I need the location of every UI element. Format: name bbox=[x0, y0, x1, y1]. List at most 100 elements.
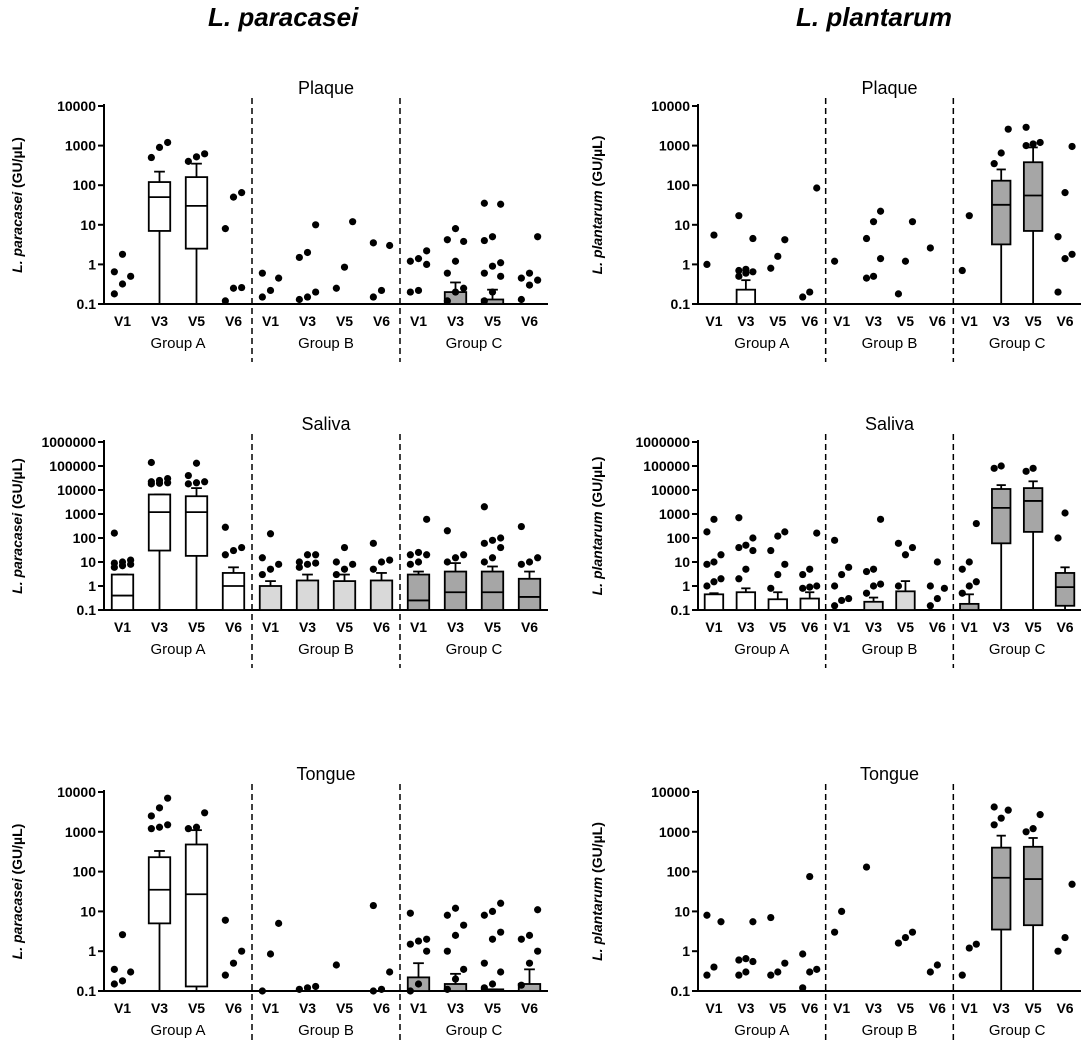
data-point bbox=[147, 478, 155, 486]
data-point bbox=[443, 947, 451, 955]
data-point bbox=[406, 257, 414, 265]
series-B-V1 bbox=[831, 536, 853, 610]
y-tick-label: 10 bbox=[80, 554, 96, 570]
x-tick-label: V6 bbox=[373, 1000, 390, 1016]
data-point bbox=[958, 266, 966, 275]
data-point bbox=[806, 288, 814, 296]
data-point bbox=[497, 272, 505, 280]
data-point bbox=[266, 530, 275, 538]
series-C-V5 bbox=[1022, 123, 1044, 304]
data-point bbox=[862, 274, 871, 282]
y-tick-label: 0.1 bbox=[77, 983, 97, 999]
data-point bbox=[831, 582, 839, 590]
y-axis-label-unit: (GU/µL) bbox=[589, 136, 605, 187]
data-point bbox=[480, 236, 488, 245]
data-point bbox=[451, 554, 460, 562]
data-point bbox=[423, 247, 431, 255]
data-point bbox=[192, 823, 201, 831]
x-tick-label: V5 bbox=[897, 1000, 914, 1016]
y-tick-label: 10 bbox=[80, 903, 96, 919]
data-point bbox=[838, 907, 846, 916]
data-point bbox=[767, 584, 775, 592]
data-point bbox=[806, 565, 814, 573]
data-point bbox=[443, 297, 451, 305]
data-point bbox=[377, 985, 386, 993]
data-point bbox=[735, 543, 743, 552]
data-point bbox=[406, 909, 414, 917]
data-point bbox=[908, 543, 917, 552]
group-label: Group B bbox=[862, 335, 918, 352]
box bbox=[406, 573, 431, 611]
series-C-V6 bbox=[1054, 509, 1076, 610]
data-point bbox=[164, 794, 172, 802]
y-tick-label: 100 bbox=[667, 177, 691, 193]
data-point bbox=[838, 596, 846, 605]
box bbox=[443, 570, 468, 611]
bar bbox=[703, 593, 725, 611]
x-tick-label: V5 bbox=[769, 619, 786, 635]
series-B-V6 bbox=[926, 244, 934, 252]
data-point bbox=[958, 971, 966, 979]
series-B-V1 bbox=[258, 530, 283, 611]
x-tick-label: V3 bbox=[151, 313, 168, 329]
series-B-V6 bbox=[369, 901, 394, 995]
data-point bbox=[460, 284, 468, 292]
data-point bbox=[1029, 464, 1037, 472]
data-point bbox=[258, 293, 266, 301]
data-point bbox=[480, 558, 488, 566]
series-B-V6 bbox=[926, 558, 948, 610]
group-label: Group C bbox=[989, 1022, 1046, 1039]
data-point bbox=[414, 255, 423, 263]
x-tick-label: V3 bbox=[993, 619, 1010, 635]
data-point bbox=[894, 582, 903, 590]
y-axis-label-unit: (GU/µL) bbox=[9, 458, 25, 509]
data-point bbox=[229, 193, 238, 201]
group-label: Group A bbox=[150, 335, 205, 352]
y-tick-label: 100 bbox=[667, 530, 691, 546]
data-point bbox=[369, 901, 377, 910]
series-B-V3 bbox=[862, 515, 885, 611]
column-title-paracasei: L. paracasei bbox=[208, 2, 359, 32]
data-point bbox=[1004, 125, 1012, 133]
series-C-V1 bbox=[406, 909, 431, 995]
data-point bbox=[965, 944, 973, 952]
data-point bbox=[749, 918, 757, 926]
data-point bbox=[238, 189, 246, 197]
data-point bbox=[742, 968, 750, 976]
data-point bbox=[703, 911, 711, 919]
series-A-V3 bbox=[735, 514, 757, 611]
series-B-V5 bbox=[332, 543, 357, 611]
x-tick-label: V3 bbox=[447, 1000, 464, 1016]
data-point bbox=[735, 514, 743, 522]
x-tick-label: V6 bbox=[521, 1000, 538, 1016]
data-point bbox=[1061, 189, 1069, 197]
data-point bbox=[460, 921, 468, 929]
data-point bbox=[312, 551, 320, 559]
data-point bbox=[497, 928, 505, 936]
group-label: Group B bbox=[862, 641, 918, 658]
data-point bbox=[717, 575, 725, 583]
x-tick-label: V6 bbox=[521, 313, 538, 329]
data-point bbox=[127, 968, 135, 976]
data-point bbox=[266, 286, 275, 295]
data-point bbox=[192, 459, 201, 467]
y-tick-label: 10 bbox=[80, 217, 96, 233]
x-tick-label: V5 bbox=[188, 619, 205, 635]
data-point bbox=[266, 565, 275, 573]
y-tick-label: 1 bbox=[88, 943, 96, 959]
data-point bbox=[110, 290, 118, 298]
y-tick-label: 1 bbox=[88, 578, 96, 594]
y-tick-label: 100 bbox=[667, 864, 691, 880]
group-label: Group A bbox=[734, 1022, 789, 1039]
x-tick-label: V1 bbox=[262, 1000, 279, 1016]
data-point bbox=[369, 239, 377, 247]
x-tick-label: V1 bbox=[262, 619, 279, 635]
data-point bbox=[312, 559, 320, 567]
x-tick-label: V6 bbox=[521, 619, 538, 635]
data-point bbox=[735, 266, 743, 275]
box bbox=[184, 495, 209, 557]
series-B-V6 bbox=[369, 239, 394, 301]
panel-title: Plaque bbox=[298, 78, 354, 98]
data-point bbox=[1061, 255, 1069, 263]
data-point bbox=[933, 594, 941, 603]
